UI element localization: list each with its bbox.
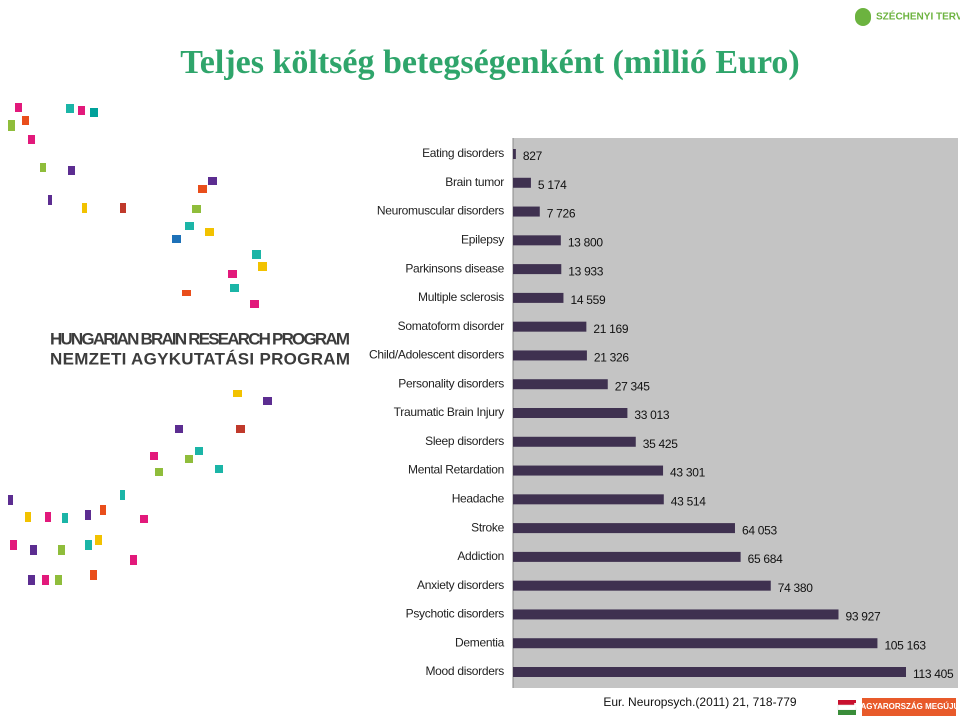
bottom-logo: MAGYARORSZÁG MEGÚJUL [854, 702, 960, 711]
bar [513, 667, 906, 677]
y-tick-label: Eating disorders [422, 146, 504, 160]
bar [513, 436, 636, 447]
value-label: 93 927 [845, 610, 881, 624]
value-label: 105 163 [884, 638, 926, 652]
y-tick-label: Addiction [457, 549, 504, 563]
bar [513, 609, 839, 620]
bar [513, 177, 531, 188]
bar [513, 350, 587, 361]
bar [513, 292, 564, 303]
value-label: 74 380 [778, 581, 814, 595]
value-label: 27 345 [615, 379, 651, 393]
y-tick-label: Traumatic Brain Injury [394, 405, 505, 419]
bar [513, 638, 878, 649]
chart-title: Teljes költség betegségenként (millió Eu… [180, 44, 800, 81]
y-tick-label: Mental Retardation [408, 463, 504, 477]
top-logo: SZÉCHENYI TERV [876, 10, 960, 23]
y-tick-label: Child/Adolescent disorders [369, 348, 504, 362]
y-tick-label: Mood disorders [425, 664, 504, 678]
bar [513, 580, 771, 591]
y-tick-label: Sleep disorders [425, 434, 504, 448]
y-tick-label: Neuromuscular disorders [377, 204, 504, 218]
bar [513, 235, 561, 246]
value-label: 21 326 [594, 351, 630, 365]
y-tick-label: Anxiety disorders [417, 578, 504, 592]
y-tick-label: Brain tumor [445, 175, 504, 189]
value-label: 5 174 [538, 178, 567, 192]
value-label: 64 053 [742, 523, 778, 537]
bar [513, 494, 664, 505]
value-label: 113 405 [913, 667, 954, 681]
bar [513, 523, 735, 534]
logo-line: NEMZETI AGYKUTATÁSI PROGRAM [50, 349, 350, 368]
y-tick-label: Stroke [471, 520, 505, 534]
value-label: 7 726 [547, 207, 576, 221]
bar [513, 206, 540, 217]
bar [513, 321, 587, 332]
value-label: 43 301 [670, 466, 706, 480]
bar [513, 551, 741, 562]
y-tick-label: Multiple sclerosis [418, 290, 504, 304]
decoration [8, 8, 956, 716]
value-label: 13 800 [568, 236, 604, 250]
y-tick-label: Psychotic disorders [406, 607, 505, 621]
value-label: 35 425 [643, 437, 679, 451]
bar [513, 379, 608, 390]
y-tick-label: Dementia [455, 635, 505, 649]
value-label: 14 559 [570, 293, 606, 307]
bar [513, 149, 516, 159]
logo-line: HUNGARIAN BRAIN RESEARCH PROGRAM [50, 329, 350, 348]
value-label: 13 933 [568, 264, 604, 278]
y-tick-label: Epilepsy [461, 233, 504, 247]
bar [513, 408, 628, 418]
value-label: 827 [523, 149, 543, 163]
y-tick-label: Personality disorders [398, 376, 504, 390]
value-label: 21 169 [593, 322, 629, 336]
y-tick-label: Headache [452, 492, 505, 506]
value-label: 43 514 [671, 495, 707, 509]
bar [513, 264, 562, 275]
y-tick-label: Parkinsons disease [405, 261, 504, 275]
value-label: 33 013 [634, 408, 670, 422]
source: Eur. Neuropsych.(2011) 21, 718-779 [603, 695, 797, 709]
bar [513, 465, 664, 476]
y-tick-label: Somatoform disorder [398, 319, 505, 333]
value-label: 65 684 [748, 552, 784, 566]
